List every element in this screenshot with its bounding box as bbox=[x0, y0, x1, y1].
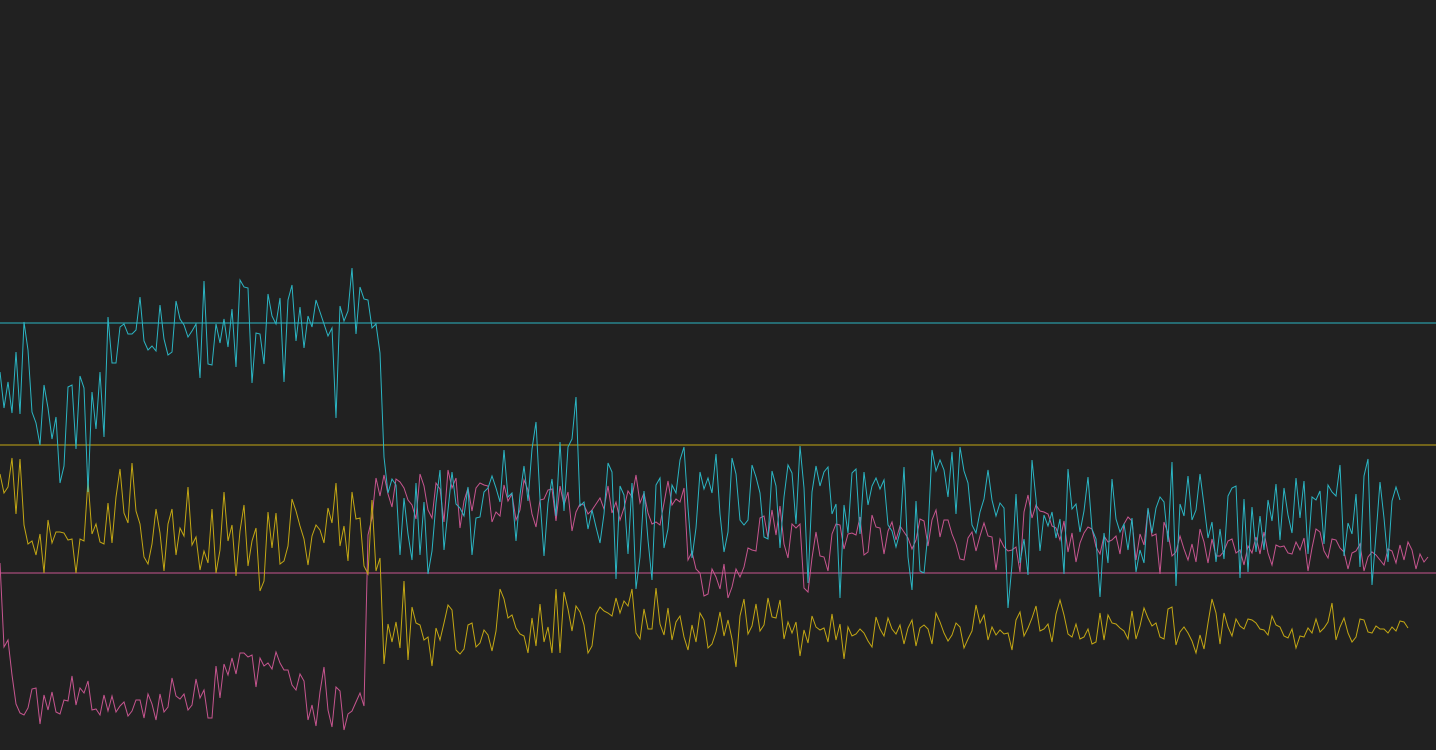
series-line-1 bbox=[0, 267, 1401, 609]
reference-lines bbox=[0, 322, 1436, 574]
series-line-3 bbox=[0, 469, 1429, 731]
series-lines bbox=[0, 267, 1429, 731]
series-line-2 bbox=[0, 457, 1409, 668]
